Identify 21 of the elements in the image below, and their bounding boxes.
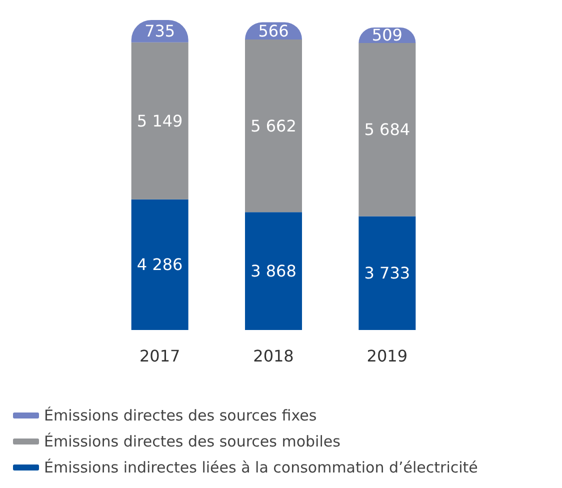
data-label: 3 868 bbox=[250, 262, 296, 281]
data-label: 509 bbox=[372, 26, 402, 45]
bar bbox=[131, 42, 188, 200]
legend-label: Émissions directes des sources mobiles bbox=[44, 432, 341, 450]
data-label: 5 684 bbox=[364, 120, 410, 140]
bar bbox=[131, 199, 188, 330]
data-label: 5 149 bbox=[136, 111, 183, 130]
bar bbox=[358, 216, 416, 330]
legend-label: Émissions indirectes liées à la consommation d’électricité bbox=[44, 458, 478, 476]
data-label: 5 662 bbox=[250, 116, 296, 136]
x-tick-label: 2017 bbox=[139, 346, 180, 366]
bar bbox=[245, 40, 302, 212]
data-label: 4 286 bbox=[136, 255, 183, 274]
x-tick-label: 2018 bbox=[253, 346, 294, 366]
x-tick-label: 2019 bbox=[366, 346, 408, 366]
bar bbox=[358, 42, 416, 216]
bar bbox=[245, 212, 302, 330]
data-label: 735 bbox=[144, 22, 176, 41]
legend-label: Émissions directes des sources fixes bbox=[44, 406, 317, 424]
data-label: 3 733 bbox=[364, 264, 410, 283]
data-label: 566 bbox=[258, 21, 289, 40]
